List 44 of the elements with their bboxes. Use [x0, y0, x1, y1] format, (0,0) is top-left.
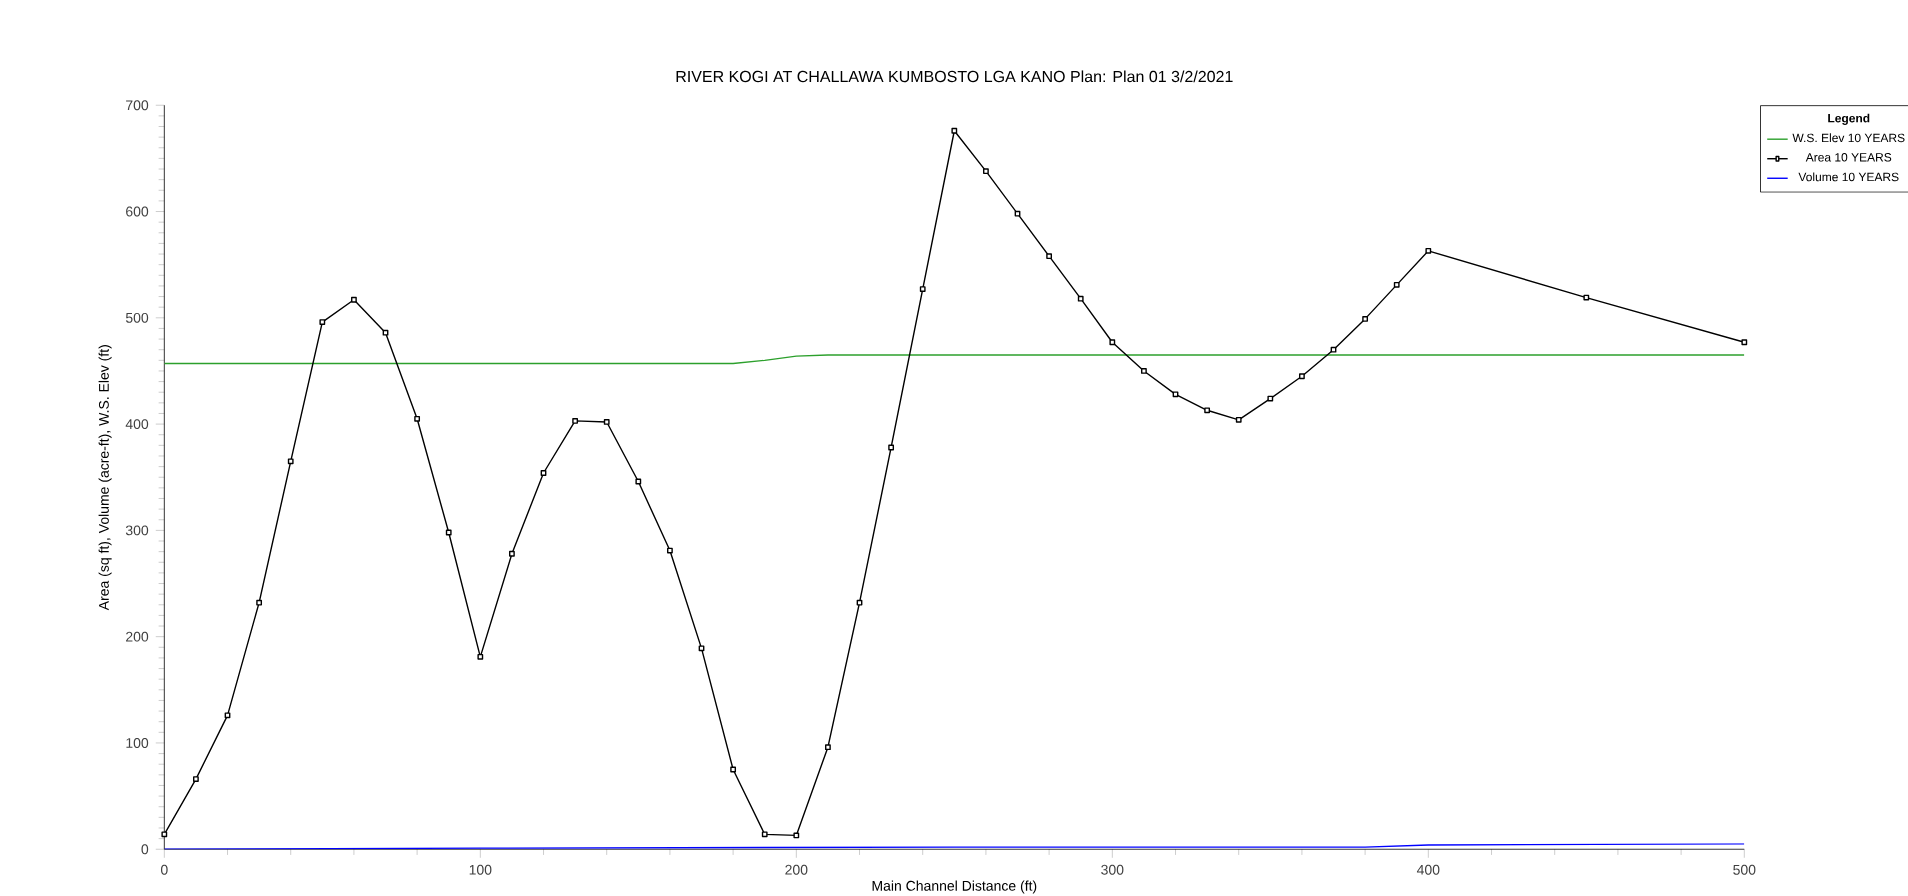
point	[1077, 295, 1084, 302]
point	[919, 286, 926, 293]
point	[319, 319, 326, 325]
point	[287, 458, 294, 465]
point	[161, 831, 168, 838]
point	[951, 127, 958, 134]
point	[667, 547, 673, 554]
point	[477, 653, 484, 660]
point	[1109, 339, 1116, 346]
point	[825, 744, 831, 751]
point	[224, 712, 231, 719]
point	[1741, 339, 1748, 346]
point	[983, 168, 989, 175]
point	[540, 470, 547, 476]
point	[856, 599, 863, 606]
point	[1141, 368, 1147, 374]
point	[351, 296, 357, 303]
point	[509, 550, 515, 557]
point	[1425, 247, 1432, 254]
point	[193, 776, 199, 782]
point	[572, 418, 579, 424]
point	[730, 766, 737, 773]
point	[414, 415, 421, 422]
point	[761, 831, 768, 838]
point	[1204, 407, 1211, 414]
point	[698, 645, 705, 652]
point	[1583, 294, 1590, 301]
point	[445, 529, 452, 536]
point	[256, 599, 263, 606]
point	[1299, 373, 1305, 380]
chart-title: RIVER KOGI AT CHALLAWA KUMBOSTO LGA KANO Plan: Plan 01 3/2/2021	[676, 70, 1233, 83]
point	[1172, 391, 1179, 398]
point	[1393, 281, 1400, 288]
point	[1362, 315, 1369, 322]
point	[603, 419, 610, 425]
point	[888, 444, 895, 451]
point	[1014, 210, 1021, 217]
point	[1235, 416, 1242, 423]
point	[793, 832, 800, 839]
point	[635, 478, 642, 485]
point	[382, 329, 389, 336]
point	[1267, 395, 1274, 402]
point	[1046, 253, 1053, 260]
point	[1330, 346, 1337, 353]
